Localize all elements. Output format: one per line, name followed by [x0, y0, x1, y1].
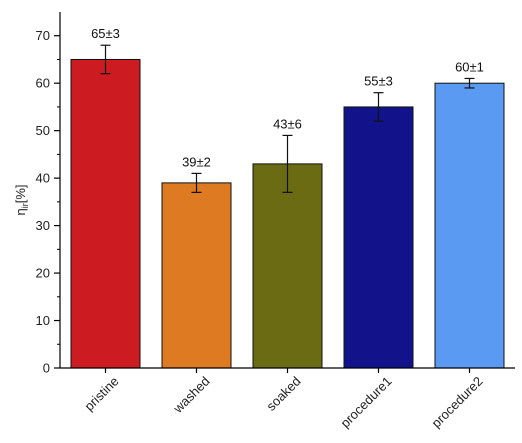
category-labels: pristine washed soaked procedure1 procedure2: [81, 368, 486, 431]
x-tick-label-soaked: soaked: [263, 374, 303, 414]
y-axis-title: ηir[%]: [13, 184, 30, 215]
bar-soaked: [252, 163, 323, 369]
bar-pristine: [70, 58, 141, 369]
x-tick-label-procedure2: procedure2: [429, 374, 486, 431]
bar-procedure2: [434, 82, 505, 369]
data-label-washed: 39±2: [182, 154, 211, 169]
data-labels: 65±3 39±2 43±6 55±3 60±1: [91, 26, 484, 169]
y-tick-label: 70: [36, 28, 50, 43]
x-tick-label-procedure1: procedure1: [338, 374, 395, 431]
y-tick-label: 50: [36, 123, 50, 138]
error-bars: [100, 44, 475, 193]
x-tick-label-pristine: pristine: [81, 374, 121, 414]
bars: [70, 58, 505, 369]
y-axis-ticks: 0 10 20 30 40 50 60 70: [36, 28, 60, 376]
data-label-soaked: 43±6: [273, 116, 302, 131]
data-label-pristine: 65±3: [91, 26, 120, 41]
data-label-procedure1: 55±3: [364, 74, 393, 89]
error-bar-soaked: [282, 134, 293, 193]
y-tick-label: 10: [36, 313, 50, 328]
error-bar-pristine: [100, 44, 111, 75]
error-bar-procedure1: [373, 92, 384, 122]
y-tick-label: 60: [36, 76, 50, 91]
error-bar-procedure2: [464, 77, 475, 89]
y-tick-label: 40: [36, 171, 50, 186]
y-tick-label: 30: [36, 218, 50, 233]
bar-washed: [161, 182, 232, 369]
x-tick-label-washed: washed: [170, 374, 213, 417]
y-tick-label: 0: [43, 361, 50, 376]
bar-procedure1: [343, 106, 414, 369]
error-bar-washed: [191, 172, 202, 193]
data-label-procedure2: 60±1: [455, 59, 484, 74]
y-tick-label: 20: [36, 266, 50, 281]
